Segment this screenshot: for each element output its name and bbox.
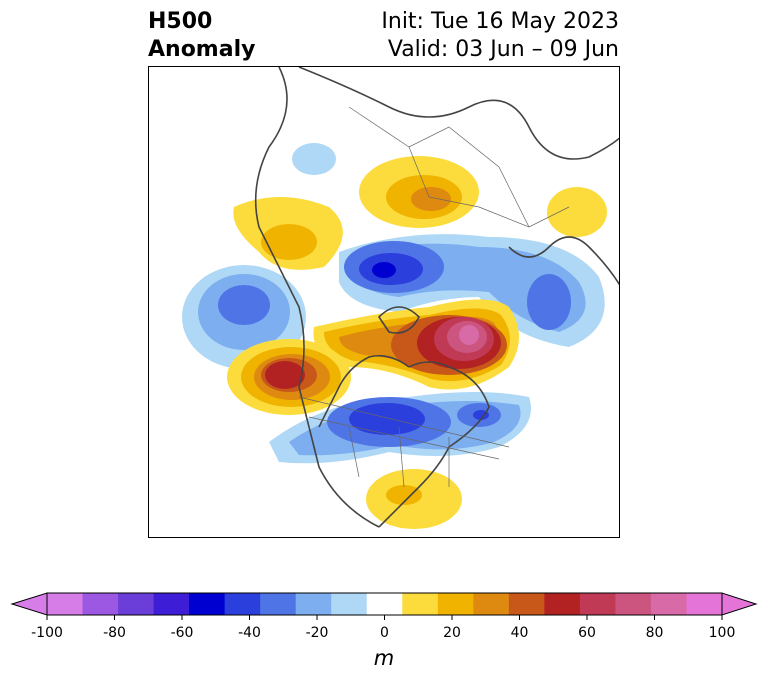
colorbar-tick-label: 20: [443, 625, 461, 641]
colorbar-tick-label: -20: [305, 625, 329, 641]
valid-date: Valid: 03 Jun – 09 Jun: [387, 37, 619, 62]
date-info: Init: Tue 16 May 2023 Valid: 03 Jun – 09…: [381, 8, 619, 64]
colorbar-unit-label: m: [373, 646, 395, 670]
title-line-2: Anomaly: [148, 37, 256, 62]
colorbar-segment: [473, 593, 510, 615]
colorbar-tick-label: 40: [510, 625, 529, 641]
colorbar-segment: [615, 593, 652, 615]
colorbar-segment: [118, 593, 155, 615]
borders: [298, 106, 570, 488]
colorbar-segment: [650, 593, 687, 615]
colorbar-segment: [82, 593, 119, 615]
colorbar-segment: [295, 593, 332, 615]
colorbar-segment: [508, 593, 545, 615]
anomaly-map: [148, 66, 620, 538]
colorbar-tick-label: 0: [380, 625, 389, 641]
colorbar-segment: [686, 593, 723, 615]
colorbar-segment: [331, 593, 368, 615]
colorbar-over-extend: [721, 592, 758, 616]
colorbar-segment: [544, 593, 581, 615]
chart-title: H500 Anomaly: [148, 8, 255, 64]
anomaly-field: [182, 143, 607, 529]
colorbar-segment: [47, 593, 84, 615]
colorbar-tick-label: 60: [578, 625, 596, 641]
init-date: Init: Tue 16 May 2023: [381, 9, 619, 34]
colorbar-tick-label: 80: [645, 625, 664, 641]
title-line-1: H500: [148, 9, 213, 34]
colorbar-tick-label: 100: [708, 625, 736, 641]
colorbar-segment: [366, 593, 403, 615]
colorbar-segment: [224, 593, 261, 615]
colorbar-under-extend: [10, 592, 48, 616]
colorbar: [10, 592, 758, 620]
colorbar-tick-label: -40: [238, 625, 261, 641]
colorbar-segment: [153, 593, 190, 615]
colorbar-tick-label: -100: [31, 625, 63, 641]
colorbar-tick-label: -80: [103, 625, 126, 641]
colorbar-segment: [437, 593, 474, 615]
colorbar-segment: [579, 593, 616, 615]
coastlines: [254, 67, 619, 528]
colorbar-segment: [260, 593, 297, 615]
colorbar-tick-label: -60: [170, 625, 194, 641]
map-svg: [149, 67, 619, 537]
colorbar-segment: [189, 593, 226, 615]
colorbar-segment: [402, 593, 439, 615]
